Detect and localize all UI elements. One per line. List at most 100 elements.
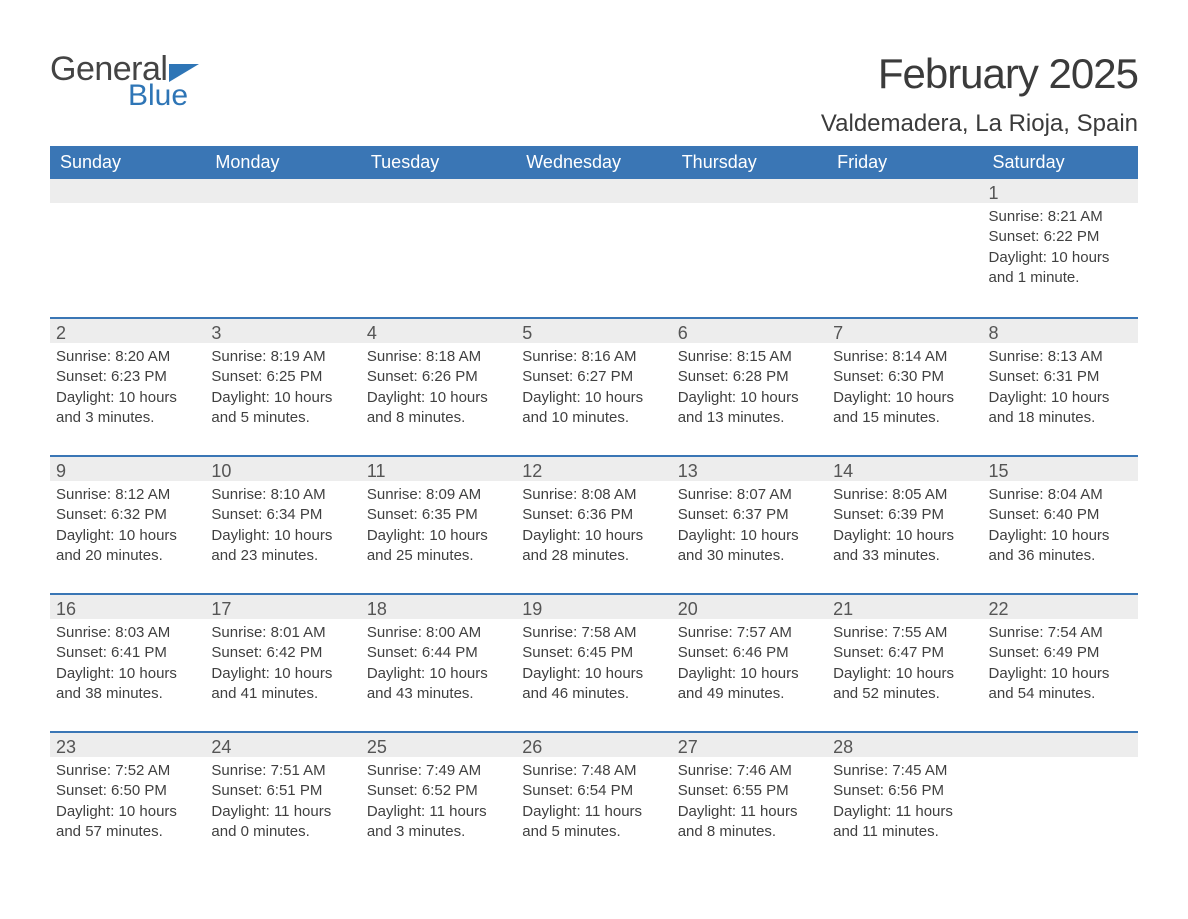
daylight2-text: and 28 minutes. xyxy=(520,546,667,566)
sunset-text: Sunset: 6:36 PM xyxy=(520,505,667,525)
day-cell: 15Sunrise: 8:04 AMSunset: 6:40 PMDayligh… xyxy=(983,457,1138,593)
day-number: 16 xyxy=(50,595,205,619)
sunrise-text: Sunrise: 7:45 AM xyxy=(831,761,978,781)
weekday-header: Monday xyxy=(205,146,360,179)
weekday-header: Sunday xyxy=(50,146,205,179)
daylight2-text: and 8 minutes. xyxy=(676,822,823,842)
day-number: 6 xyxy=(672,319,827,343)
day-cell: 13Sunrise: 8:07 AMSunset: 6:37 PMDayligh… xyxy=(672,457,827,593)
daylight2-text: and 46 minutes. xyxy=(520,684,667,704)
day-cell: 20Sunrise: 7:57 AMSunset: 6:46 PMDayligh… xyxy=(672,595,827,731)
day-number: 12 xyxy=(516,457,671,481)
weekday-header: Tuesday xyxy=(361,146,516,179)
day-cell: 5Sunrise: 8:16 AMSunset: 6:27 PMDaylight… xyxy=(516,319,671,455)
daylight1-text: Daylight: 10 hours xyxy=(209,388,356,408)
day-cell xyxy=(983,733,1138,869)
daylight2-text: and 25 minutes. xyxy=(365,546,512,566)
sunset-text: Sunset: 6:42 PM xyxy=(209,643,356,663)
daylight2-text: and 0 minutes. xyxy=(209,822,356,842)
daylight2-text: and 33 minutes. xyxy=(831,546,978,566)
weekday-header-row: Sunday Monday Tuesday Wednesday Thursday… xyxy=(50,146,1138,179)
day-number: 2 xyxy=(50,319,205,343)
daylight1-text: Daylight: 10 hours xyxy=(831,664,978,684)
day-number: 14 xyxy=(827,457,982,481)
daylight1-text: Daylight: 10 hours xyxy=(209,526,356,546)
daylight1-text: Daylight: 10 hours xyxy=(987,526,1134,546)
daylight2-text: and 13 minutes. xyxy=(676,408,823,428)
sunset-text: Sunset: 6:23 PM xyxy=(54,367,201,387)
logo: General Blue xyxy=(50,50,199,113)
day-cell: 2Sunrise: 8:20 AMSunset: 6:23 PMDaylight… xyxy=(50,319,205,455)
weekday-header: Friday xyxy=(827,146,982,179)
sunset-text: Sunset: 6:54 PM xyxy=(520,781,667,801)
title-block: February 2025 Valdemadera, La Rioja, Spa… xyxy=(821,50,1138,138)
day-cell: 18Sunrise: 8:00 AMSunset: 6:44 PMDayligh… xyxy=(361,595,516,731)
sunset-text: Sunset: 6:26 PM xyxy=(365,367,512,387)
day-number: 13 xyxy=(672,457,827,481)
daylight1-text: Daylight: 10 hours xyxy=(520,526,667,546)
day-number: 4 xyxy=(361,319,516,343)
day-cell xyxy=(827,179,982,317)
daylight2-text: and 3 minutes. xyxy=(54,408,201,428)
daylight1-text: Daylight: 10 hours xyxy=(676,388,823,408)
sunrise-text: Sunrise: 7:55 AM xyxy=(831,623,978,643)
sunrise-text: Sunrise: 8:13 AM xyxy=(987,347,1134,367)
sunrise-text: Sunrise: 7:51 AM xyxy=(209,761,356,781)
day-cell: 25Sunrise: 7:49 AMSunset: 6:52 PMDayligh… xyxy=(361,733,516,869)
sunset-text: Sunset: 6:56 PM xyxy=(831,781,978,801)
day-number: 23 xyxy=(50,733,205,757)
week-row: 9Sunrise: 8:12 AMSunset: 6:32 PMDaylight… xyxy=(50,455,1138,593)
day-number xyxy=(516,179,671,203)
daylight1-text: Daylight: 10 hours xyxy=(365,664,512,684)
day-cell: 9Sunrise: 8:12 AMSunset: 6:32 PMDaylight… xyxy=(50,457,205,593)
day-cell: 28 Sunrise: 7:45 AMSunset: 6:56 PMDayligh… xyxy=(827,733,982,869)
day-number: 22 xyxy=(983,595,1138,619)
day-cell: 23Sunrise: 7:52 AMSunset: 6:50 PMDayligh… xyxy=(50,733,205,869)
weekday-header: Saturday xyxy=(983,146,1138,179)
daylight2-text: and 8 minutes. xyxy=(365,408,512,428)
sunrise-text: Sunrise: 8:18 AM xyxy=(365,347,512,367)
daylight1-text: Daylight: 10 hours xyxy=(831,388,978,408)
day-cell: 19Sunrise: 7:58 AMSunset: 6:45 PMDayligh… xyxy=(516,595,671,731)
daylight2-text: and 41 minutes. xyxy=(209,684,356,704)
daylight1-text: Daylight: 11 hours xyxy=(365,802,512,822)
sunset-text: Sunset: 6:47 PM xyxy=(831,643,978,663)
day-number: 20 xyxy=(672,595,827,619)
day-number xyxy=(983,733,1138,757)
sunset-text: Sunset: 6:44 PM xyxy=(365,643,512,663)
day-cell: 17Sunrise: 8:01 AMSunset: 6:42 PMDayligh… xyxy=(205,595,360,731)
sunset-text: Sunset: 6:28 PM xyxy=(676,367,823,387)
daylight2-text: and 49 minutes. xyxy=(676,684,823,704)
day-number: 1 xyxy=(983,179,1138,203)
day-cell: 12Sunrise: 8:08 AMSunset: 6:36 PMDayligh… xyxy=(516,457,671,593)
sunset-text: Sunset: 6:45 PM xyxy=(520,643,667,663)
daylight1-text: Daylight: 10 hours xyxy=(987,388,1134,408)
day-cell: 14Sunrise: 8:05 AMSunset: 6:39 PMDayligh… xyxy=(827,457,982,593)
daylight1-text: Daylight: 10 hours xyxy=(676,526,823,546)
sunrise-text: Sunrise: 8:03 AM xyxy=(54,623,201,643)
week-row: 16Sunrise: 8:03 AMSunset: 6:41 PMDayligh… xyxy=(50,593,1138,731)
daylight2-text: and 10 minutes. xyxy=(520,408,667,428)
day-cell: 4Sunrise: 8:18 AMSunset: 6:26 PMDaylight… xyxy=(361,319,516,455)
day-number: 19 xyxy=(516,595,671,619)
daylight2-text: and 38 minutes. xyxy=(54,684,201,704)
week-row: 1Sunrise: 8:21 AMSunset: 6:22 PMDaylight… xyxy=(50,179,1138,317)
sunset-text: Sunset: 6:37 PM xyxy=(676,505,823,525)
day-cell: 6Sunrise: 8:15 AMSunset: 6:28 PMDaylight… xyxy=(672,319,827,455)
sunrise-text: Sunrise: 7:46 AM xyxy=(676,761,823,781)
daylight1-text: Daylight: 10 hours xyxy=(987,664,1134,684)
day-cell: 11Sunrise: 8:09 AMSunset: 6:35 PMDayligh… xyxy=(361,457,516,593)
sunset-text: Sunset: 6:27 PM xyxy=(520,367,667,387)
sunrise-text: Sunrise: 8:09 AM xyxy=(365,485,512,505)
day-number: 17 xyxy=(205,595,360,619)
day-number: 9 xyxy=(50,457,205,481)
sunrise-text: Sunrise: 7:49 AM xyxy=(365,761,512,781)
sunset-text: Sunset: 6:49 PM xyxy=(987,643,1134,663)
daylight2-text: and 15 minutes. xyxy=(831,408,978,428)
daylight1-text: Daylight: 11 hours xyxy=(831,802,978,822)
daylight2-text: and 52 minutes. xyxy=(831,684,978,704)
day-number xyxy=(205,179,360,203)
day-number xyxy=(50,179,205,203)
day-number: 28 xyxy=(827,733,982,757)
day-cell: 7Sunrise: 8:14 AMSunset: 6:30 PMDaylight… xyxy=(827,319,982,455)
